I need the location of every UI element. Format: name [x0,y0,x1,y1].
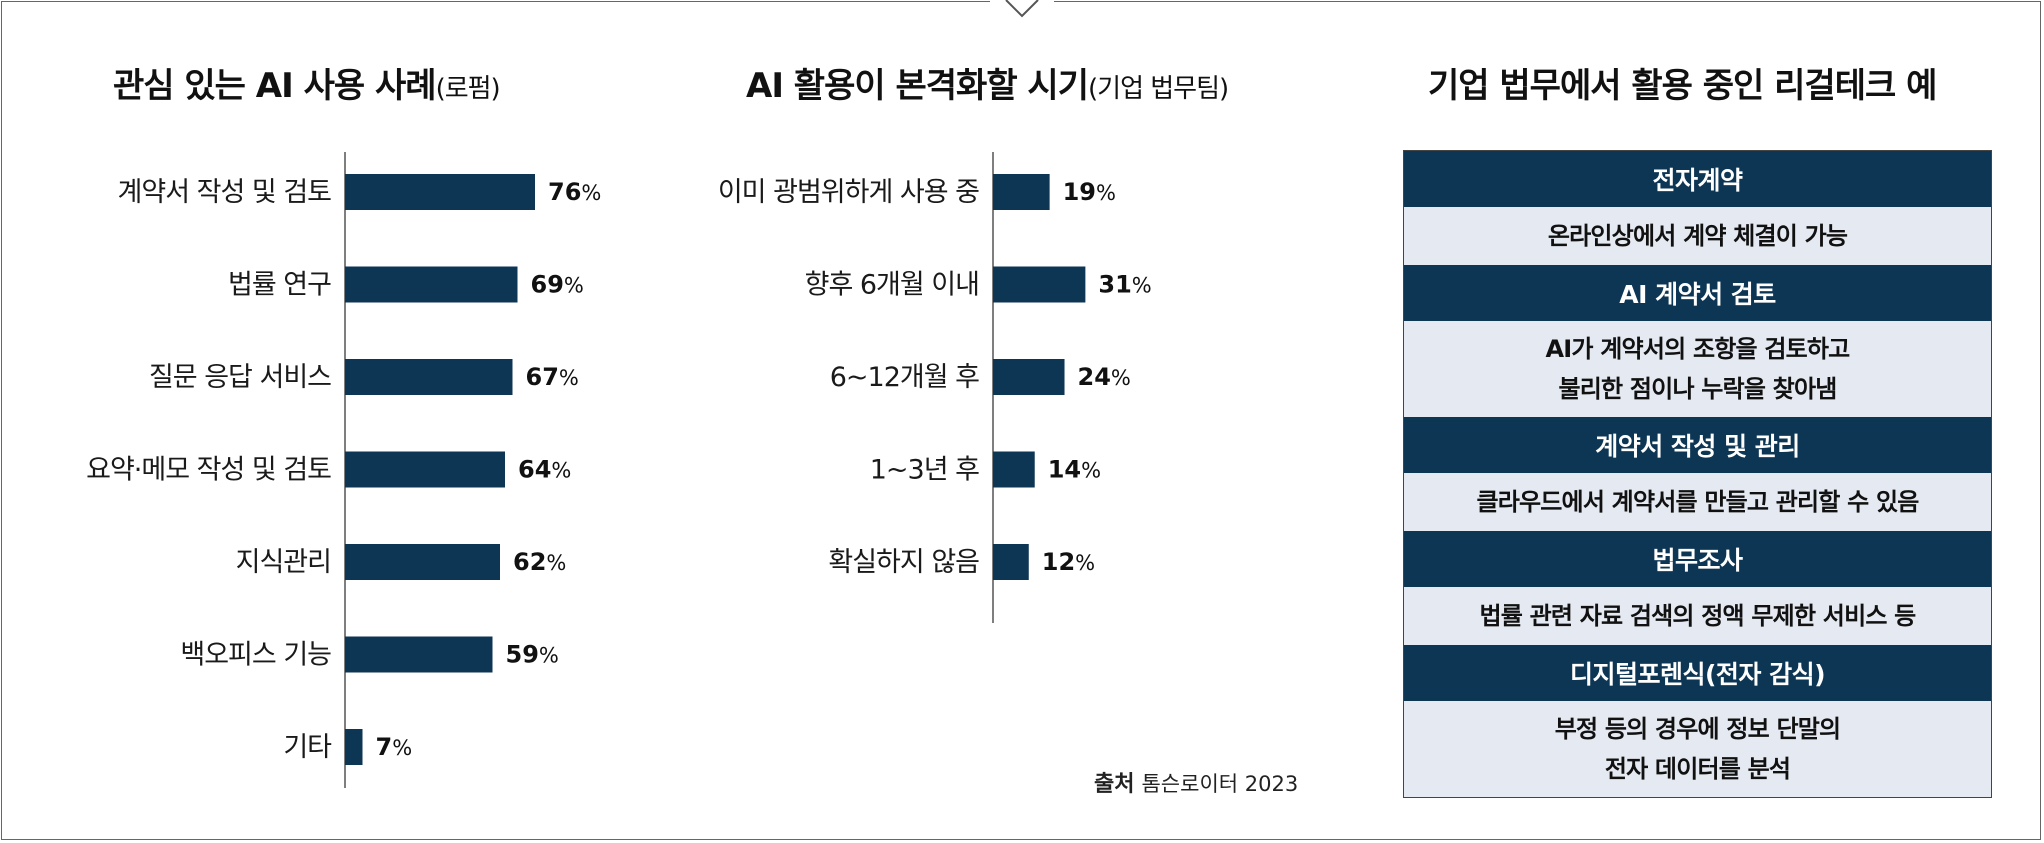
legaltech-item-name: 법무조사 [1404,531,1991,587]
chart1-category-label: 백오피스 기능 [180,640,331,671]
chart2-category-label: 향후 6개월 이내 [805,270,979,301]
chart1-title: 관심 있는 AI 사용 사례 [113,66,437,106]
chart2-bar-chart: 이미 광범위하게 사용 중 19% 향후 6개월 이내 31% 6~12개월 후 24% 1… [718,152,1152,623]
legaltech-item-name: 디지털포렌식(전자 감식) [1404,645,1991,701]
chart2-category-label: 6~12개월 후 [830,362,979,393]
source-label: 출처 [1094,772,1135,797]
legaltech-item-desc: 클라우드에서 계약서를 만들고 관리할 수 있음 [1404,473,1991,531]
chart2-category-label: 확실하지 않음 [828,547,979,578]
chart1-category-label: 지식관리 [236,547,331,578]
chart2-bar [993,451,1035,488]
chart1-value-label: 64% [518,456,571,484]
chart1-bar [345,729,363,765]
chart1-value-label: 62% [513,548,566,576]
chart1-category-label: 법률 연구 [228,270,331,301]
chart2-bar [993,359,1065,395]
chart1-bar [345,174,535,210]
source-text: 톰슨로이터 2023 [1141,772,1299,796]
chart2-value-label: 12% [1042,548,1095,576]
chart1-bar-chart: 계약서 작성 및 검토 76% 법률 연구 69% 질문 응답 서비스 67% 요약·메모 … [86,152,601,788]
chart2-title: AI 활용이 본격화할 시기 [746,66,1089,106]
legaltech-item-name: AI 계약서 검토 [1404,265,1991,321]
legaltech-item-desc: 법률 관련 자료 검색의 정액 무제한 서비스 등 [1404,587,1991,645]
chart1-bar [345,636,493,673]
chart1-bar [345,359,513,395]
chart1-subtitle: (로펌) [435,74,501,104]
source-note: 출처 톰슨로이터 2023 [1094,766,1298,798]
chart1-title-block: 관심 있는 AI 사용 사례(로펌) [113,58,501,107]
chart1-bar [345,266,518,303]
chart2-bar [993,266,1086,303]
chart2-value-label: 14% [1048,456,1101,484]
chart1-value-label: 69% [531,271,584,299]
chart2-value-label: 19% [1063,178,1116,206]
legaltech-table: 전자계약 온라인상에서 계약 체결이 가능 AI 계약서 검토 AI가 계약서의… [1403,150,1992,798]
notch-chevron-icon [990,0,1054,18]
legaltech-item-desc: 온라인상에서 계약 체결이 가능 [1404,207,1991,265]
chart1-bar [345,544,500,580]
legaltech-item-desc: 부정 등의 경우에 정보 단말의 전자 데이터를 분석 [1404,701,1991,797]
legaltech-title: 기업 법무에서 활용 중인 리걸테크 예 [1428,66,1937,106]
chart2-value-label: 24% [1078,363,1131,391]
chart2-category-label: 1~3년 후 [870,455,979,486]
chart1-category-label: 기타 [283,732,332,763]
chart1-category-label: 질문 응답 서비스 [149,362,331,393]
chart1-value-label: 59% [506,641,559,669]
chart2-subtitle: (기업 법무팀) [1088,74,1229,104]
chart1-category-label: 요약·메모 작성 및 검토 [86,455,331,486]
legaltech-item-name: 계약서 작성 및 관리 [1404,417,1991,473]
legaltech-item-desc: AI가 계약서의 조항을 검토하고 불리한 점이나 누락을 찾아냄 [1404,321,1991,417]
chart1-category-label: 계약서 작성 및 검토 [118,177,332,208]
chart1-value-label: 76% [548,178,601,206]
chart1-value-label: 67% [526,363,579,391]
chart2-value-label: 31% [1098,271,1151,299]
legaltech-item-name: 전자계약 [1404,151,1991,207]
chart2-bar [993,174,1050,210]
chart1-value-label: 7% [376,733,413,761]
chart1-bar [345,451,505,488]
chart2-bar [993,544,1029,580]
chart2-category-label: 이미 광범위하게 사용 중 [718,177,979,208]
chart2-title-block: AI 활용이 본격화할 시기(기업 법무팀) [746,58,1229,107]
